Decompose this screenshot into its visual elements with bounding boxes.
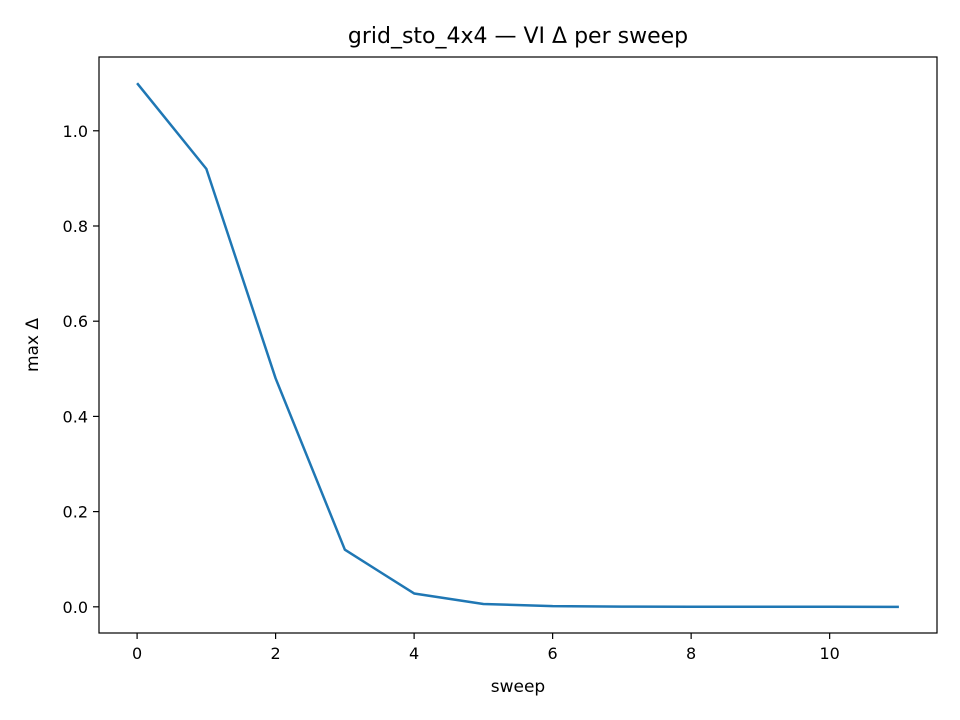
y-tick-label: 0.8 (63, 217, 88, 236)
plot-area: 0 2 4 6 8 10 0.0 0.2 0.4 0.6 0.8 1.0 (63, 56, 938, 663)
plot-frame (98, 56, 938, 634)
x-tick-label: 10 (819, 644, 839, 663)
y-tick-label: 1.0 (63, 122, 88, 141)
y-axis-label: max Δ (23, 318, 43, 372)
x-tick-label: 8 (686, 644, 696, 663)
x-tick-label: 4 (409, 644, 419, 663)
x-tick-label: 6 (548, 644, 558, 663)
series-line (136, 82, 899, 609)
chart-title: grid_sto_4x4 — VI Δ per sweep (348, 24, 688, 49)
y-tick-label: 0.4 (63, 407, 88, 426)
y-tick-label: 0.2 (63, 503, 88, 522)
y-tick-label: 0.6 (63, 312, 88, 331)
x-axis-ticks: 0 2 4 6 8 10 (132, 633, 840, 663)
series-layer (136, 82, 899, 609)
x-axis-label: sweep (491, 677, 545, 697)
x-tick-label: 0 (132, 644, 142, 663)
x-tick-label: 2 (271, 644, 281, 663)
y-axis-ticks: 0.0 0.2 0.4 0.6 0.8 1.0 (63, 122, 99, 617)
y-tick-label: 0.0 (63, 598, 88, 617)
